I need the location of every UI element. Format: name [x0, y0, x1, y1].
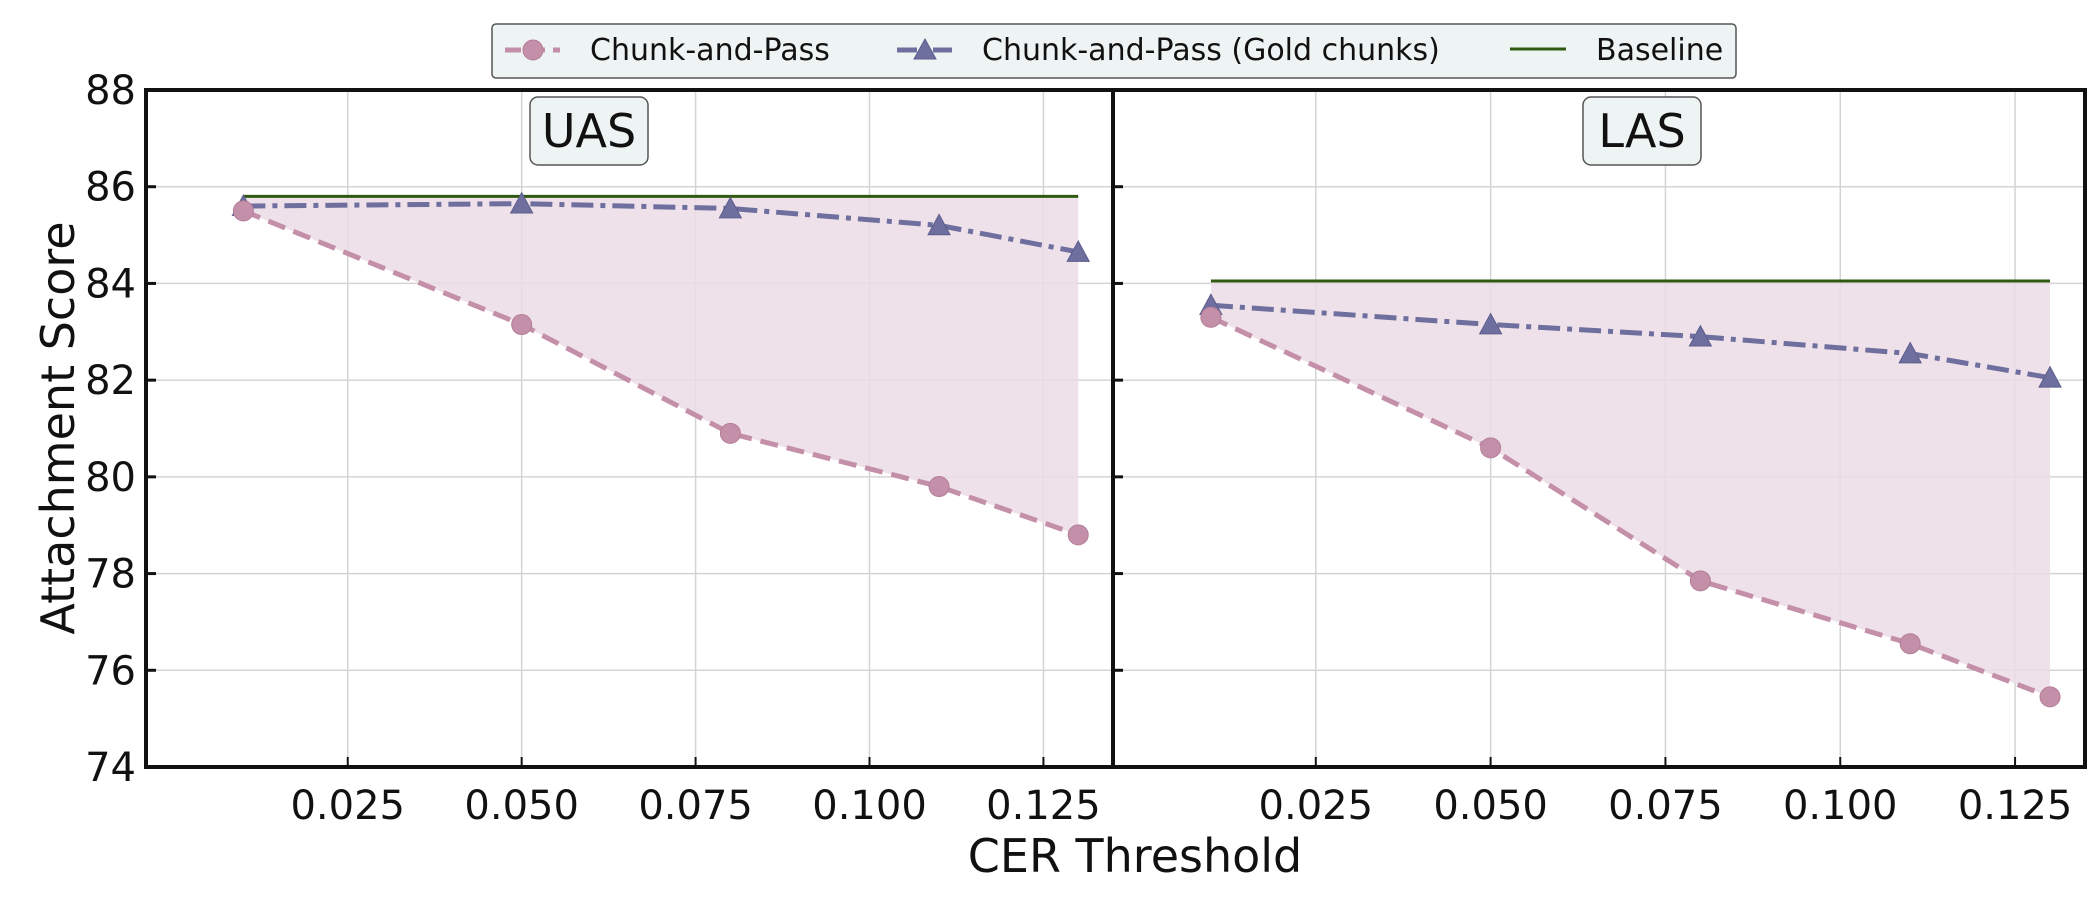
data-point-chunk-and-pass	[1067, 524, 1089, 546]
legend-box	[491, 23, 1737, 79]
data-point-chunk-and-pass	[719, 422, 741, 444]
y-tick-label: 74	[85, 745, 136, 791]
y-tick-label: 78	[85, 552, 136, 598]
panel-title: LAS	[1598, 104, 1685, 158]
legend-item-baseline: Baseline	[1510, 33, 1723, 68]
panel-title-box	[529, 96, 649, 166]
panel-las: 0.025 0.050 0.075 0.100 0.125 LAS	[1111, 88, 2087, 829]
x-tick-label: 0.125	[986, 783, 1101, 829]
y-tick-label: 88	[85, 68, 136, 114]
y-tick-label: 82	[85, 358, 136, 404]
data-point-chunk-and-pass	[232, 200, 254, 222]
legend-label-chunk-and-pass: Chunk-and-Pass	[590, 33, 830, 68]
plot-frame	[1111, 88, 2087, 769]
y-tick-label: 86	[85, 165, 136, 211]
data-point-chunk-and-pass	[1480, 437, 1502, 459]
x-tick-label: 0.075	[1608, 783, 1723, 829]
data-point-chunk-and-pass	[928, 476, 950, 498]
data-point-chunk-and-pass	[1899, 633, 1921, 655]
legend-label-baseline: Baseline	[1596, 33, 1723, 68]
data-point-gold-chunks	[1478, 312, 1503, 335]
data-point-gold-chunks	[509, 191, 534, 214]
panel-title-box	[1582, 96, 1702, 166]
x-tick-label: 0.025	[1259, 783, 1374, 829]
series-line-gold-chunks	[243, 201, 1079, 255]
y-axis-label: Attachment Score	[31, 221, 85, 634]
data-point-chunk-and-pass	[1200, 306, 1222, 328]
x-axis-label: CER Threshold	[968, 829, 1302, 883]
y-tick-label: 84	[85, 261, 136, 307]
legend-item-gold-chunks: Chunk-and-Pass (Gold chunks)	[897, 33, 1440, 68]
data-point-chunk-and-pass	[2039, 686, 2061, 708]
data-point-gold-chunks	[1688, 324, 1713, 347]
x-tick-label: 0.050	[464, 783, 579, 829]
x-tick-label: 0.050	[1433, 783, 1548, 829]
legend-marker-circle	[522, 39, 544, 61]
x-tick-label: 0.125	[1958, 783, 2073, 829]
data-point-gold-chunks	[1066, 239, 1091, 262]
data-point-gold-chunks	[718, 196, 743, 219]
shaded-gap-region	[243, 196, 1079, 535]
data-point-gold-chunks	[1898, 341, 1923, 364]
series-line-chunk-and-pass	[242, 208, 1080, 538]
data-point-gold-chunks	[2038, 365, 2062, 388]
data-point-gold-chunks	[927, 213, 951, 236]
legend-item-chunk-and-pass: Chunk-and-Pass	[505, 33, 830, 68]
x-tick-label: 0.025	[290, 783, 405, 829]
legend-label-gold-chunks: Chunk-and-Pass (Gold chunks)	[982, 33, 1440, 68]
x-tick-label: 0.100	[812, 783, 927, 829]
shaded-gap-region	[1210, 281, 2051, 697]
legend-marker-triangle	[913, 37, 937, 60]
series-line-gold-chunks	[1210, 302, 2051, 381]
x-tick-label: 0.100	[1783, 783, 1898, 829]
panel-title: UAS	[542, 104, 636, 158]
data-point-chunk-and-pass	[1689, 570, 1711, 592]
panel-uas: 0.025 0.050 0.075 0.100 0.125 UAS	[144, 88, 1115, 829]
legend: Chunk-and-Pass Chunk-and-Pass (Gold chun…	[491, 23, 1737, 79]
y-tick-label: 76	[85, 648, 136, 694]
x-tick-label: 0.075	[638, 783, 753, 829]
data-point-chunk-and-pass	[511, 314, 533, 336]
y-tick-label: 80	[85, 455, 136, 501]
